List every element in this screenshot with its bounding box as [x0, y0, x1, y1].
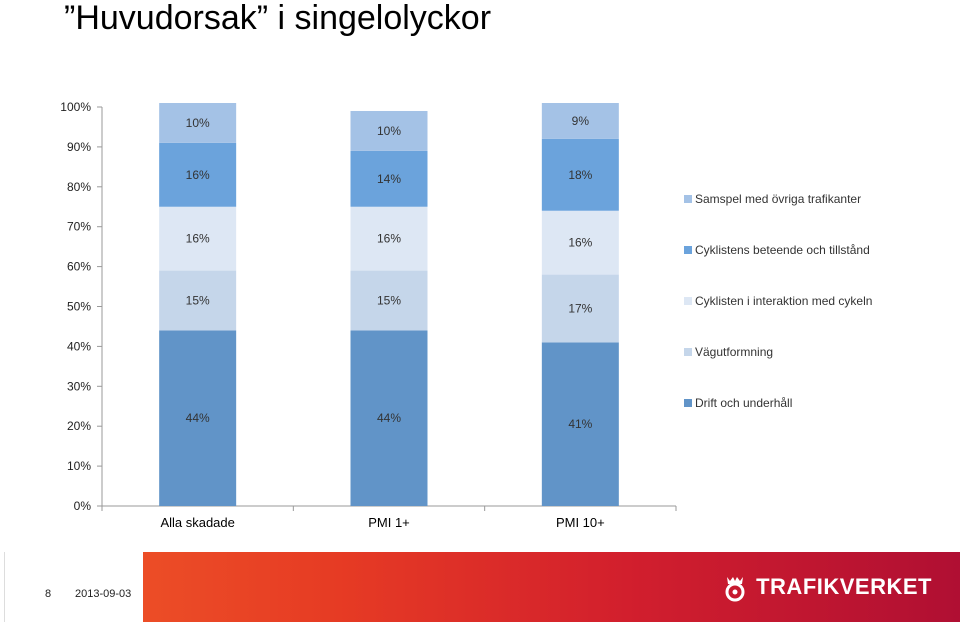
legend-swatch [684, 348, 692, 356]
legend-label: Cyklistens beteende och tillstånd [695, 243, 870, 257]
data-label: 16% [186, 232, 210, 246]
bar-segment [350, 270, 428, 331]
legend-label: Vägutformning [695, 345, 774, 359]
data-label: 14% [377, 172, 401, 186]
bar-segment [350, 206, 428, 271]
bar-segment [159, 103, 237, 143]
legend-swatch [684, 399, 692, 407]
bar-segment [541, 342, 619, 506]
y-tick-label: 20% [67, 419, 91, 433]
legend-item: Cyklistens beteende och tillstånd [684, 241, 870, 259]
legend-item: Drift och underhåll [684, 394, 792, 412]
data-label: 17% [568, 301, 592, 315]
data-label: 18% [568, 168, 592, 182]
x-category-label: PMI 1+ [368, 515, 410, 530]
legend-swatch [684, 297, 692, 305]
footer-bar: 8 2013-09-03 TRAFIKVERKET [4, 552, 960, 622]
y-tick-label: 10% [67, 459, 91, 473]
bar-segment [350, 330, 428, 506]
bar-segment [350, 110, 428, 151]
bar-segment [350, 150, 428, 207]
brand-name: TRAFIKVERKET [756, 574, 932, 599]
legend-swatch [684, 246, 692, 254]
bar-segment [541, 103, 619, 139]
legend-label: Drift och underhåll [695, 396, 793, 410]
data-label: 41% [568, 417, 592, 431]
bar-segment [159, 270, 237, 331]
y-tick-label: 70% [67, 220, 91, 234]
footer-info: 8 2013-09-03 [4, 552, 143, 622]
data-label: 15% [186, 294, 210, 308]
data-label: 16% [186, 168, 210, 182]
legend-label: Samspel med övriga trafikanter [695, 192, 862, 206]
y-tick-label: 80% [67, 180, 91, 194]
bar-segment [159, 330, 237, 506]
brand: TRAFIKVERKET [720, 572, 932, 602]
slide-number: 8 [45, 588, 52, 600]
y-tick-label: 0% [74, 499, 92, 513]
y-tick-label: 60% [67, 260, 91, 274]
slide-title: ”Huvudorsak” i singelolyckor [64, 0, 492, 37]
legend-item: Vägutformning [684, 343, 773, 361]
data-label: 10% [186, 116, 210, 130]
trafikverket-logo-icon [725, 577, 745, 602]
data-label: 9% [572, 114, 590, 128]
data-label: 15% [377, 294, 401, 308]
legend-label: Cyklisten i interaktion med cykeln [695, 294, 873, 308]
bar-segment [159, 142, 237, 207]
data-label: 16% [377, 232, 401, 246]
x-category-label: PMI 10+ [556, 515, 605, 530]
y-tick-label: 30% [67, 379, 91, 393]
stacked-bar-chart: 0% 10% 20% 30% 40% 50% 60% 70% 80% 90% 100% 44% 15% 1… [60, 100, 677, 530]
bar-segment [541, 210, 619, 275]
slide-date: 2013-09-03 [75, 588, 132, 600]
legend-item: Samspel med övriga trafikanter [684, 190, 861, 208]
legend-swatch [684, 195, 692, 203]
bar-segment [541, 138, 619, 211]
y-tick-label: 100% [60, 100, 91, 114]
x-category-label: Alla skadade [160, 515, 234, 530]
data-label: 10% [377, 124, 401, 138]
y-tick-label: 50% [67, 300, 91, 314]
legend-item: Cyklisten i interaktion med cykeln [684, 292, 872, 310]
bar-segment [159, 206, 237, 271]
data-label: 16% [568, 236, 592, 250]
bar-segment [541, 274, 619, 343]
data-label: 44% [377, 411, 401, 425]
data-label: 44% [186, 411, 210, 425]
y-tick-label: 90% [67, 140, 91, 154]
y-tick-label: 40% [67, 339, 91, 353]
